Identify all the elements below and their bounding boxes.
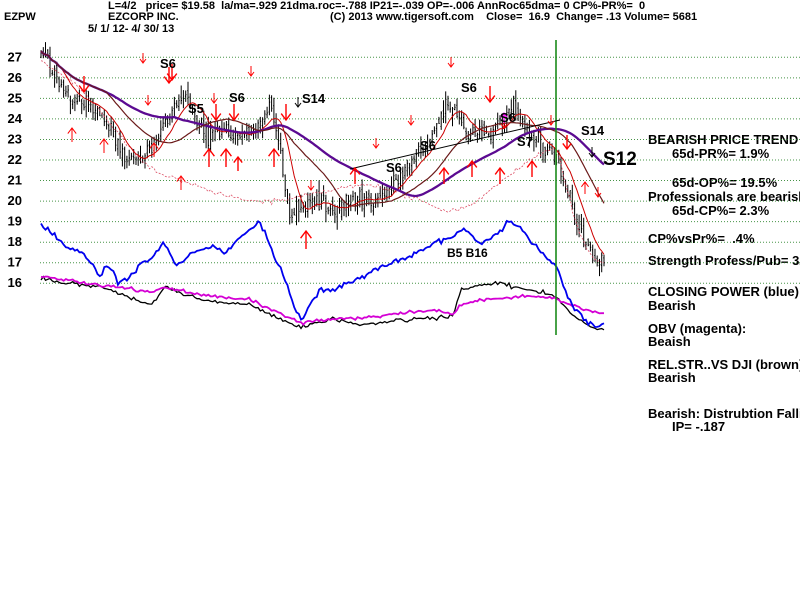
svg-text:S12: S12 xyxy=(603,149,637,170)
svg-text:S14: S14 xyxy=(581,123,605,138)
svg-text:S6: S6 xyxy=(229,90,245,105)
svg-text:S5: S5 xyxy=(188,101,204,116)
svg-text:25: 25 xyxy=(8,90,22,105)
svg-text:23: 23 xyxy=(8,132,22,147)
svg-text:27: 27 xyxy=(8,49,22,64)
svg-text:26: 26 xyxy=(8,70,22,85)
svg-text:S6: S6 xyxy=(500,110,516,125)
svg-text:17: 17 xyxy=(8,255,22,270)
svg-text:20: 20 xyxy=(8,193,22,208)
svg-text:24: 24 xyxy=(8,111,23,126)
svg-text:16: 16 xyxy=(8,275,22,290)
svg-text:18: 18 xyxy=(8,234,22,249)
svg-text:S7: S7 xyxy=(517,134,533,149)
svg-text:19: 19 xyxy=(8,214,22,229)
svg-text:B5 B16: B5 B16 xyxy=(447,246,488,260)
svg-text:21: 21 xyxy=(8,173,22,188)
svg-text:22: 22 xyxy=(8,152,22,167)
svg-text:S6: S6 xyxy=(160,56,176,71)
svg-text:S6: S6 xyxy=(461,80,477,95)
svg-text:S6: S6 xyxy=(386,160,402,175)
svg-text:S6: S6 xyxy=(420,138,436,153)
svg-text:S14: S14 xyxy=(302,91,326,106)
